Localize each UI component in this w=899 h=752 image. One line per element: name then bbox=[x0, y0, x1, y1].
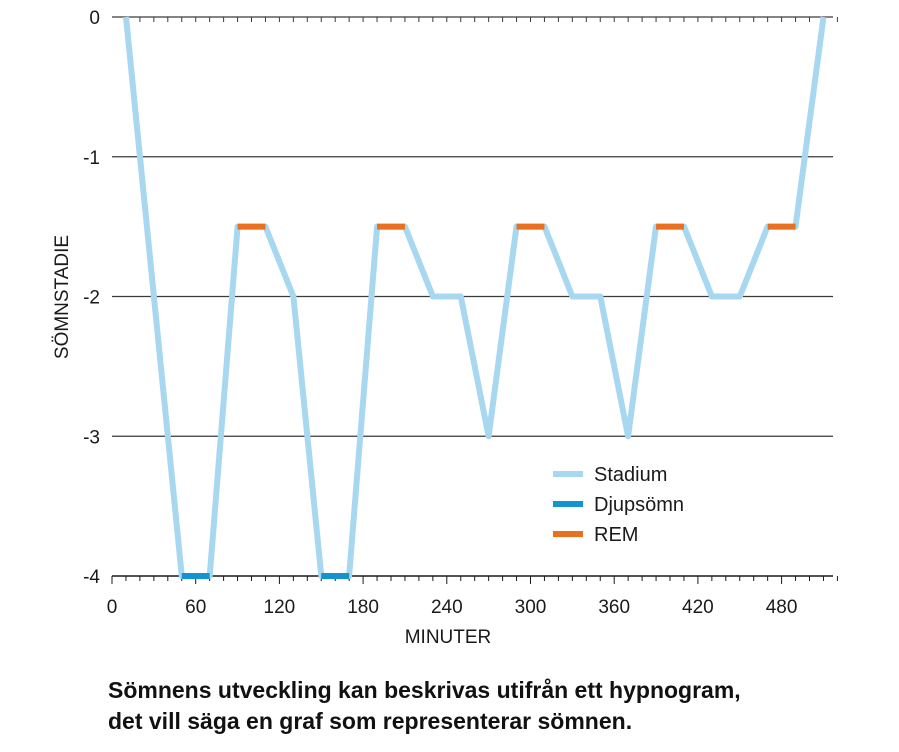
x-tick-label: 420 bbox=[682, 597, 714, 618]
y-tick-label: -3 bbox=[83, 427, 100, 448]
figure-caption: Sömnens utveckling kan beskrivas utifrån… bbox=[108, 675, 888, 737]
caption-line-2: det vill säga en graf som representerar … bbox=[108, 708, 633, 734]
y-axis-title: SÖMNSTADIE bbox=[52, 235, 73, 359]
x-tick-label: 300 bbox=[515, 597, 547, 618]
grid-lines bbox=[112, 16, 833, 437]
legend-label: Stadium bbox=[594, 464, 667, 486]
y-tick-label: -2 bbox=[83, 288, 100, 309]
legend: Stadium Djupsömn REM bbox=[553, 464, 684, 546]
hypnogram-chart: 0 -1 -2 -3 -4 0 60 120 180 240 300 360 420 480 Stadiu… bbox=[52, 8, 838, 648]
y-tick-label: -4 bbox=[83, 567, 100, 588]
y-tick-label: 0 bbox=[89, 8, 100, 29]
legend-label: REM bbox=[594, 524, 638, 546]
caption-line-1: Sömnens utveckling kan beskrivas utifrån… bbox=[108, 677, 741, 703]
x-tick-label: 240 bbox=[431, 597, 463, 618]
series bbox=[123, 16, 827, 579]
x-tick-label: 360 bbox=[598, 597, 630, 618]
x-tick-label: 60 bbox=[185, 597, 206, 618]
x-tick-label: 180 bbox=[347, 597, 379, 618]
axes: 0 -1 -2 -3 -4 0 60 120 180 240 300 360 420 480 bbox=[83, 8, 838, 618]
legend-label: Djupsömn bbox=[594, 494, 684, 516]
x-tick-label: 0 bbox=[107, 597, 118, 618]
x-axis-title: MINUTER bbox=[405, 627, 492, 648]
x-tick-label: 120 bbox=[264, 597, 296, 618]
x-tick-label: 480 bbox=[766, 597, 798, 618]
y-tick-label: -1 bbox=[83, 148, 100, 169]
